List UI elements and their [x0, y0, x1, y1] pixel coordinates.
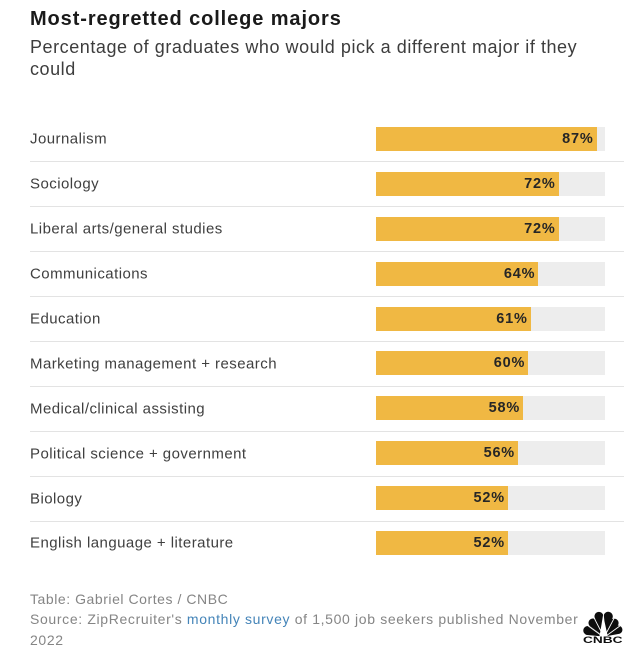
- svg-text:CNBC: CNBC: [583, 635, 623, 644]
